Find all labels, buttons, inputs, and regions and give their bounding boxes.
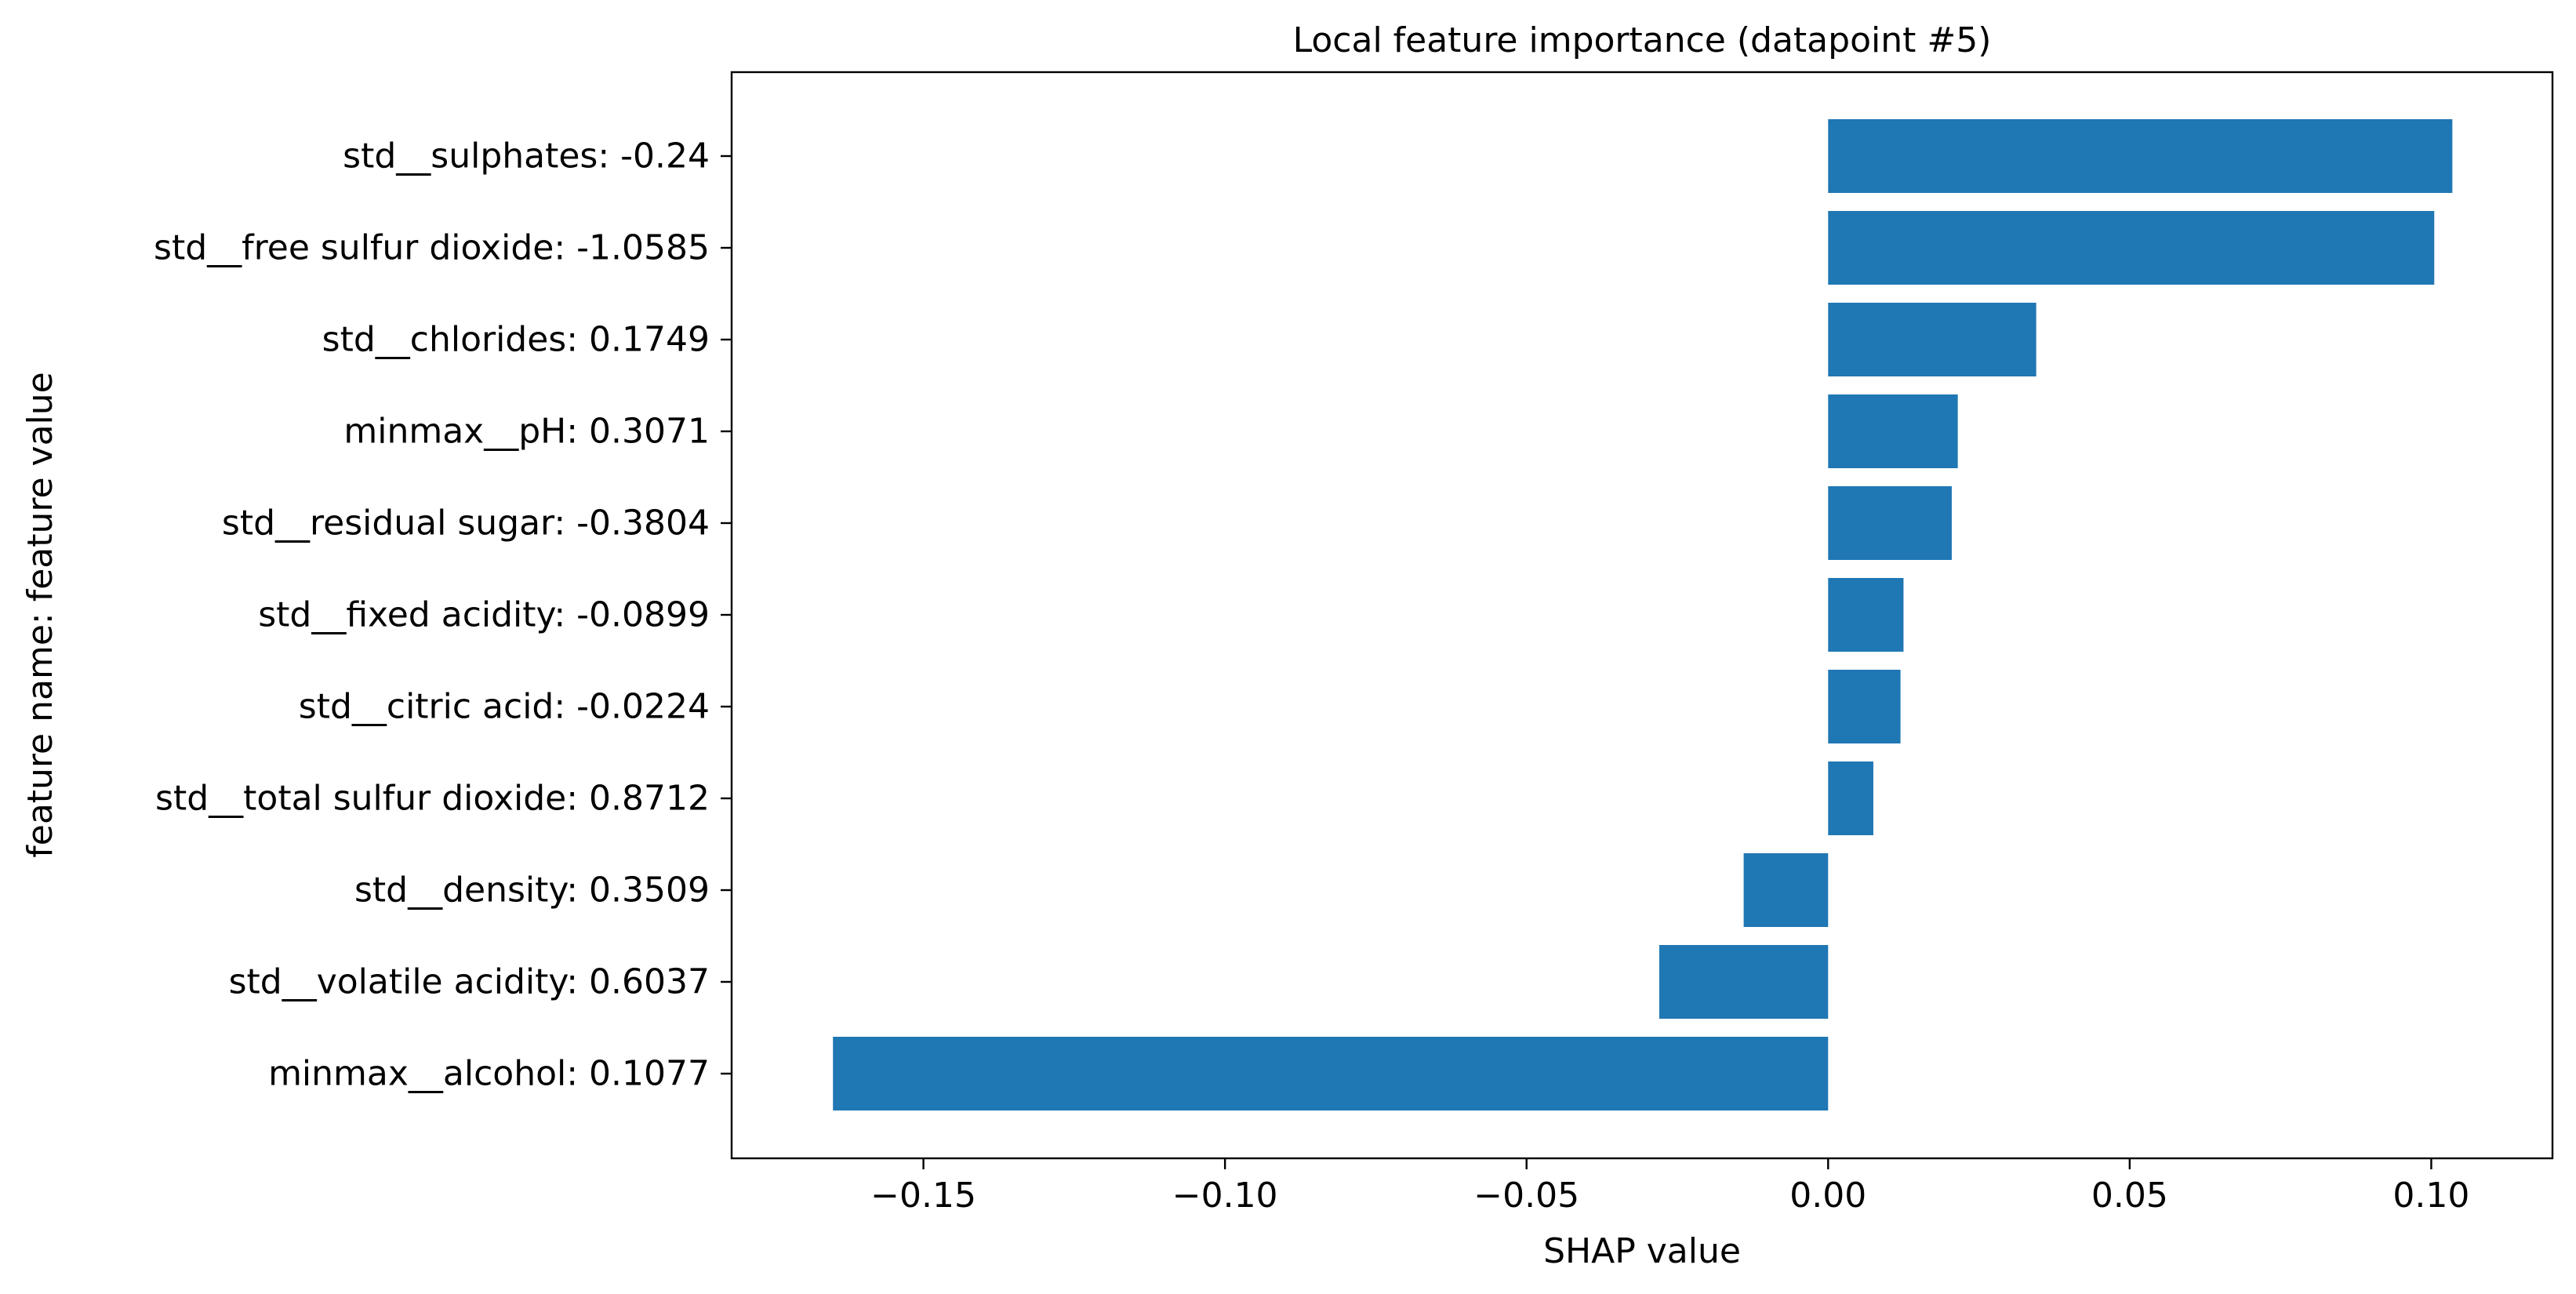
bar-8 (1743, 853, 1829, 927)
y-tick-label-10: minmax__alcohol: 0.1077 (268, 1054, 710, 1094)
plot-area-frame (730, 71, 2554, 1160)
y-axis-title: feature name: feature value (20, 372, 60, 857)
y-tick-label-1: std__free sulfur dioxide: -1.0585 (154, 228, 710, 268)
bar-3 (1828, 394, 1958, 468)
x-axis-ticks: −0.15 −0.10 −0.05 0.00 0.05 0.10 (870, 1158, 2469, 1216)
x-tick-label-0: −0.15 (870, 1176, 976, 1216)
x-tick-label-4: 0.05 (2091, 1176, 2168, 1216)
bars-group (833, 119, 2453, 1110)
y-tick-label-0: std__sulphates: -0.24 (343, 136, 710, 176)
y-axis-ticks: std__sulphates: -0.24 std__free sulfur di… (154, 136, 732, 1094)
chart-title: Local feature importance (datapoint #5) (1293, 20, 1992, 60)
y-tick-label-6: std__citric acid: -0.0224 (299, 687, 710, 727)
x-tick-label-1: −0.10 (1172, 1176, 1278, 1216)
y-tick-label-4: std__residual sugar: -0.3804 (222, 503, 710, 543)
bar-7 (1828, 761, 1873, 835)
bar-10 (833, 1037, 1829, 1110)
x-tick-label-3: 0.00 (1789, 1176, 1866, 1216)
bar-6 (1828, 670, 1901, 743)
y-tick-label-8: std__density: 0.3509 (354, 871, 710, 911)
bar-5 (1828, 578, 1904, 652)
y-tick-label-2: std__chlorides: 0.1749 (322, 320, 710, 360)
y-tick-label-7: std__total sulfur dioxide: 0.8712 (155, 779, 710, 819)
bar-1 (1828, 211, 2435, 285)
bar-0 (1828, 119, 2453, 193)
y-tick-label-9: std__volatile acidity: 0.6037 (229, 962, 710, 1002)
x-axis-title: SHAP value (1543, 1231, 1741, 1271)
x-tick-label-2: −0.05 (1473, 1176, 1579, 1216)
x-tick-label-5: 0.10 (2393, 1176, 2469, 1216)
y-tick-label-3: minmax__pH: 0.3071 (343, 412, 710, 452)
bar-4 (1828, 486, 1952, 560)
bar-9 (1659, 945, 1829, 1019)
bar-2 (1828, 303, 2036, 376)
y-tick-label-5: std__fixed acidity: -0.0899 (258, 595, 710, 635)
